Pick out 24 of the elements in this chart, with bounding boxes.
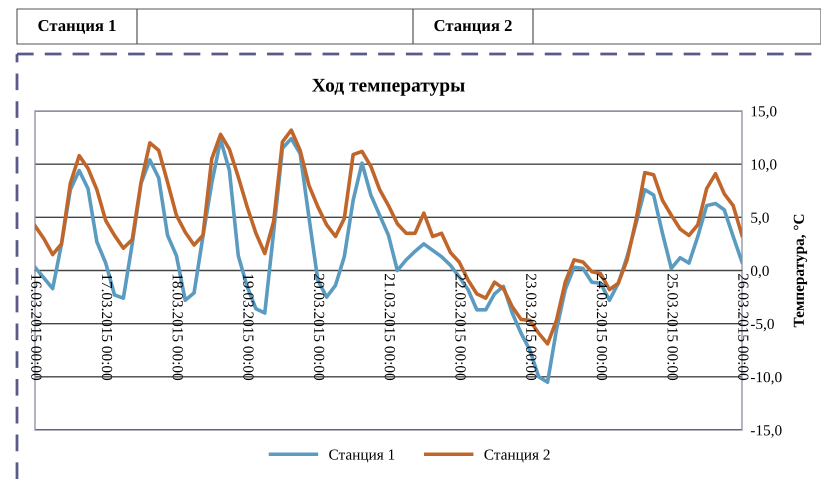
y2-tick-label: 15,0 <box>752 106 776 119</box>
x-tick-label: 22.03.2015 00:00 <box>455 274 466 380</box>
y2-tick-label: 10,0 <box>752 159 776 172</box>
x-tick-label: 21.03.2015 00:00 <box>384 274 395 380</box>
x-tick-label: 17.03.2015 00:00 <box>102 274 112 380</box>
y2-tick-label: 5,0 <box>751 212 769 225</box>
x-tick-label: 26.03.2015 00:00 <box>738 274 748 380</box>
x-tick-label: 16.03.2015 00:00 <box>31 274 42 380</box>
legend-label: Станция 1 <box>329 449 394 463</box>
x-tick-label: 23.03.2015 00:00 <box>526 274 536 380</box>
x-tick-label: 24.03.2015 00:00 <box>596 274 608 380</box>
y2-tick-label: -10,0 <box>750 372 782 384</box>
legend-label: Станция 2 <box>484 449 550 463</box>
chart-title: Ход температуры <box>312 78 465 96</box>
y2-tick-label: 0,0 <box>750 266 769 278</box>
text: Станция 1 <box>38 20 116 34</box>
y2-tick-label: -5,0 <box>750 318 774 332</box>
y2-tick-label: -15,0 <box>750 425 782 438</box>
y2-axis-title: Температура, °C <box>794 214 808 328</box>
x-tick-label: 20.03.2015 00:00 <box>314 274 324 380</box>
x-tick-label: 19.03.2015 00:00 <box>243 274 254 380</box>
x-tick-label: 25.03.2015 00:00 <box>667 274 678 380</box>
text: Станция 2 <box>434 20 512 34</box>
x-tick-label: 18.03.2015 00:00 <box>172 274 183 380</box>
